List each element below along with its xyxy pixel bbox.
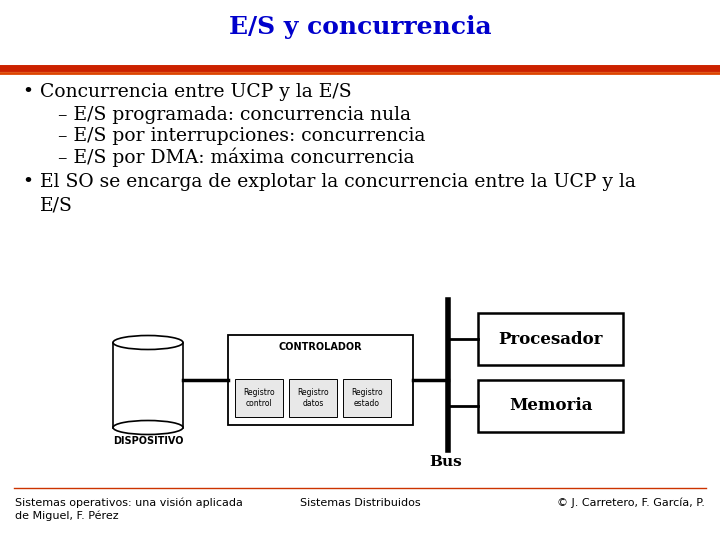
Bar — [478, 313, 623, 365]
Text: Registro
control: Registro control — [243, 388, 275, 408]
Text: Procesador: Procesador — [498, 330, 603, 348]
Bar — [343, 379, 391, 417]
Text: Registro
datos: Registro datos — [297, 388, 329, 408]
Text: Registro
estado: Registro estado — [351, 388, 383, 408]
Text: Sistemas operativos: una visión aplicada
de Miguel, F. Pérez: Sistemas operativos: una visión aplicada… — [15, 498, 243, 521]
Text: E/S y concurrencia: E/S y concurrencia — [229, 15, 491, 39]
Text: Bus: Bus — [430, 455, 462, 469]
Ellipse shape — [113, 421, 183, 435]
Bar — [478, 380, 623, 432]
Text: © J. Carretero, F. García, P.: © J. Carretero, F. García, P. — [557, 498, 705, 509]
Text: Sistemas Distribuidos: Sistemas Distribuidos — [300, 498, 420, 508]
Text: E/S: E/S — [40, 196, 73, 214]
Text: – E/S programada: concurrencia nula: – E/S programada: concurrencia nula — [58, 106, 411, 124]
Bar — [113, 342, 183, 428]
Text: Concurrencia entre UCP y la E/S: Concurrencia entre UCP y la E/S — [40, 83, 351, 101]
Text: •: • — [22, 83, 33, 101]
Text: El SO se encarga de explotar la concurrencia entre la UCP y la: El SO se encarga de explotar la concurre… — [40, 173, 636, 191]
Text: – E/S por interrupciones: concurrencia: – E/S por interrupciones: concurrencia — [58, 127, 426, 145]
Bar — [235, 379, 283, 417]
Text: CONTROLADOR: CONTROLADOR — [279, 342, 362, 352]
Ellipse shape — [113, 335, 183, 349]
Text: •: • — [22, 173, 33, 191]
Text: Memoria: Memoria — [509, 397, 593, 415]
Text: – E/S por DMA: máxima concurrencia: – E/S por DMA: máxima concurrencia — [58, 147, 415, 167]
Bar — [228, 335, 413, 425]
Text: DISPOSITIVO: DISPOSITIVO — [113, 435, 184, 445]
Bar — [289, 379, 337, 417]
